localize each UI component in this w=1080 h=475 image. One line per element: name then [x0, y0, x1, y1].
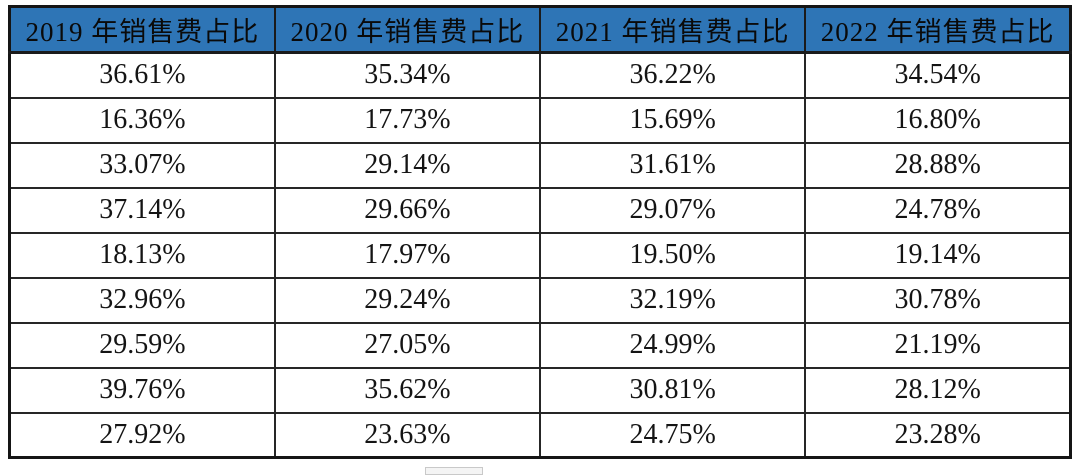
table-cell: 36.61%: [10, 53, 275, 98]
table-cell: 28.88%: [805, 143, 1070, 188]
table-cell: 17.73%: [275, 98, 540, 143]
table-row: 27.92%23.63%24.75%23.28%: [10, 413, 1071, 458]
table-row: 37.14%29.66%29.07%24.78%: [10, 188, 1071, 233]
table-cell: 16.36%: [10, 98, 275, 143]
table-cell: 27.05%: [275, 323, 540, 368]
table-cell: 35.62%: [275, 368, 540, 413]
table-row: 29.59%27.05%24.99%21.19%: [10, 323, 1071, 368]
table-cell: 39.76%: [10, 368, 275, 413]
table-cell: 19.14%: [805, 233, 1070, 278]
table-cell: 35.34%: [275, 53, 540, 98]
table-cell: 19.50%: [540, 233, 805, 278]
table-cell: 29.59%: [10, 323, 275, 368]
table-cell: 24.78%: [805, 188, 1070, 233]
table-row: 32.96%29.24%32.19%30.78%: [10, 278, 1071, 323]
table-row: 33.07%29.14%31.61%28.88%: [10, 143, 1071, 188]
table-cell: 30.78%: [805, 278, 1070, 323]
table-cell: 32.19%: [540, 278, 805, 323]
table-cell: 15.69%: [540, 98, 805, 143]
table-cell: 27.92%: [10, 413, 275, 458]
header-cell-2019: 2019 年销售费占比: [10, 7, 275, 53]
table-cell: 24.99%: [540, 323, 805, 368]
table-cell: 31.61%: [540, 143, 805, 188]
header-cell-2021: 2021 年销售费占比: [540, 7, 805, 53]
header-cell-2020: 2020 年销售费占比: [275, 7, 540, 53]
table-cell: 30.81%: [540, 368, 805, 413]
table-row: 16.36%17.73%15.69%16.80%: [10, 98, 1071, 143]
table-cell: 29.14%: [275, 143, 540, 188]
table-cell: 28.12%: [805, 368, 1070, 413]
sales-expense-table-container: 2019 年销售费占比2020 年销售费占比2021 年销售费占比2022 年销…: [8, 5, 1072, 459]
table-cell: 17.97%: [275, 233, 540, 278]
table-cell: 24.75%: [540, 413, 805, 458]
table-cell: 23.63%: [275, 413, 540, 458]
header-cell-2022: 2022 年销售费占比: [805, 7, 1070, 53]
table-cell: 34.54%: [805, 53, 1070, 98]
table-cell: 18.13%: [10, 233, 275, 278]
table-cell: 37.14%: [10, 188, 275, 233]
header-row: 2019 年销售费占比2020 年销售费占比2021 年销售费占比2022 年销…: [10, 7, 1071, 53]
table-cell: 36.22%: [540, 53, 805, 98]
table-cell: 32.96%: [10, 278, 275, 323]
table-row: 39.76%35.62%30.81%28.12%: [10, 368, 1071, 413]
table-cell: 29.24%: [275, 278, 540, 323]
table-cell: 21.19%: [805, 323, 1070, 368]
horizontal-scrollbar-thumb[interactable]: [425, 467, 483, 475]
sales-expense-table: 2019 年销售费占比2020 年销售费占比2021 年销售费占比2022 年销…: [8, 5, 1072, 459]
table-row: 36.61%35.34%36.22%34.54%: [10, 53, 1071, 98]
table-cell: 16.80%: [805, 98, 1070, 143]
table-cell: 23.28%: [805, 413, 1070, 458]
table-row: 18.13%17.97%19.50%19.14%: [10, 233, 1071, 278]
table-cell: 33.07%: [10, 143, 275, 188]
table-cell: 29.07%: [540, 188, 805, 233]
table-cell: 29.66%: [275, 188, 540, 233]
